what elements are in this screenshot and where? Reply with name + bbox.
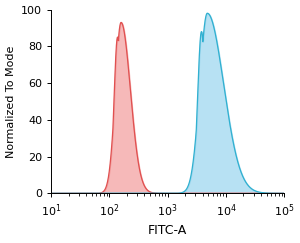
X-axis label: FITC-A: FITC-A	[148, 225, 187, 237]
Y-axis label: Normalized To Mode: Normalized To Mode	[6, 45, 16, 158]
